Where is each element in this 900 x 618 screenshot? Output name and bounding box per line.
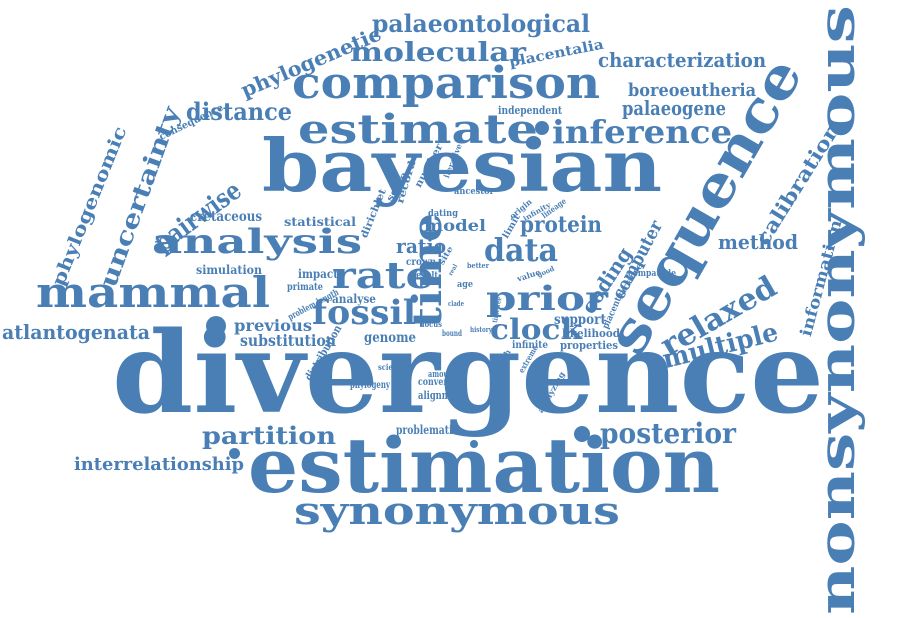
word-palaeontological: palaeontological	[372, 9, 590, 38]
word-palaeogene: palaeogene	[622, 96, 726, 120]
word-analyse: analyse	[332, 292, 376, 306]
word-genome: genome	[364, 330, 417, 346]
word-model: model	[424, 216, 486, 235]
word-posterior: posterior	[600, 417, 736, 450]
word-independent: independent	[498, 104, 563, 117]
word-bound: bound	[442, 328, 462, 338]
word-characterization: characterization	[598, 48, 767, 72]
word-boreoeutheria: boreoeutheria	[628, 80, 757, 101]
word-interrelationship: interrelationship	[74, 454, 244, 475]
word-infinite: infinite	[512, 340, 548, 351]
word-age: age	[457, 280, 474, 290]
word-fossil: fossil	[312, 293, 416, 333]
word-bayesian: bayesian	[262, 123, 663, 208]
dot-2	[535, 121, 549, 135]
word-amount: amount	[428, 370, 456, 380]
word-problematic: problematic	[396, 423, 459, 437]
word-prior: prior	[486, 279, 608, 319]
word-likelihood: likelihood	[562, 327, 621, 340]
word-science: science	[378, 362, 406, 372]
word-locus: locus	[422, 319, 442, 329]
word-comparison: comparison	[292, 58, 601, 109]
word-analysis: analysis	[152, 222, 363, 262]
word-estimate: estimate	[298, 106, 538, 153]
word-support: support	[554, 312, 607, 328]
word-impact: impact	[298, 267, 338, 281]
word-clock: clock	[490, 313, 583, 346]
word-divergence: divergence	[112, 308, 825, 439]
word-distance: distance	[186, 97, 293, 126]
word-better: better	[467, 261, 490, 270]
word-ratio: ratio	[396, 234, 447, 258]
word-compatible: compatible	[628, 269, 677, 279]
word-result: result	[412, 271, 439, 281]
word-converge: converge	[418, 377, 459, 388]
word-partition: partition	[202, 421, 337, 450]
word-synonymous: synonymous	[294, 488, 620, 533]
word-statistical: statistical	[284, 215, 357, 229]
word-simulation: simulation	[196, 263, 263, 277]
word-rate: rate	[332, 255, 435, 297]
word-properties: properties	[560, 339, 619, 352]
word-clade: clade	[448, 299, 465, 308]
dot-5	[470, 440, 478, 448]
word-cretaceous: cretaceous	[190, 209, 262, 225]
word-inference: inference	[552, 113, 733, 151]
word-previous: previous	[234, 316, 313, 335]
word-substitution: substitution	[240, 331, 337, 350]
word-molecular: molecular	[350, 38, 527, 68]
dot-4	[229, 448, 240, 459]
word-data: data	[484, 231, 558, 269]
word-atlantogenata: atlantogenata	[2, 320, 150, 344]
word-history: history	[470, 325, 492, 334]
word-crown: crown	[406, 257, 437, 268]
word-primate: primate	[287, 282, 323, 293]
word-alignment: alignment	[418, 389, 466, 402]
word-estimation: estimation	[248, 421, 720, 510]
word-mammal: mammal	[36, 268, 271, 317]
dot-1	[206, 316, 226, 336]
dot-3	[574, 426, 590, 442]
word-ancestor: ancestor	[454, 187, 494, 197]
word-many: many	[422, 294, 438, 301]
word-phylogeny: phylogeny	[350, 380, 391, 391]
word-dating: dating	[428, 209, 459, 219]
word-method: method	[718, 230, 798, 254]
word-protein: protein	[520, 212, 602, 238]
